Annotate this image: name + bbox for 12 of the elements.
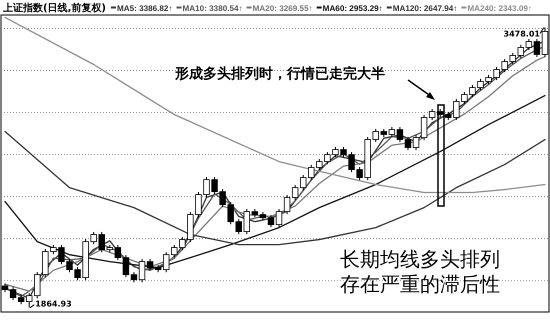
- legend-label: MA5: 3386.82↑: [116, 4, 173, 13]
- chart-title: 上证指数(日线,前复权): [2, 2, 106, 14]
- legend-label: MA240: 2343.09↑: [467, 4, 532, 13]
- annotation: 3478.01: [504, 30, 540, 39]
- annotation: 1864.93: [35, 300, 72, 309]
- annotation: 形成多头排列时，行情已走完大半: [174, 65, 385, 82]
- legend-label: MA120: 2647.94↑: [392, 4, 458, 13]
- legend-label: MA60: 2953.29↑: [322, 4, 383, 13]
- annotation: 存在严重的滞后性: [340, 272, 500, 296]
- legend-label: MA20: 3269.55↑: [252, 4, 313, 13]
- annotation: 长期均线多头排列: [340, 247, 500, 271]
- legend-label: MA10: 3380.54↑: [182, 4, 243, 13]
